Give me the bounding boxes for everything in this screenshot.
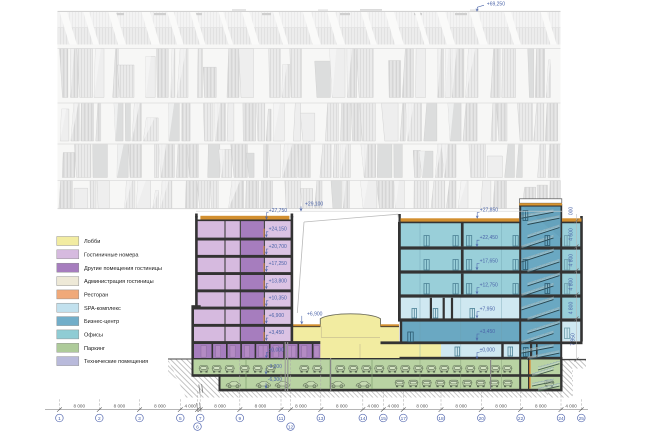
svg-text:+6,900: +6,900 [269, 313, 285, 319]
svg-text:18: 18 [438, 416, 444, 422]
svg-text:+69,250: +69,250 [487, 2, 505, 8]
svg-text:+3,450: +3,450 [480, 329, 496, 335]
svg-text:Другие помещения гостиницы: Другие помещения гостиницы [84, 266, 162, 272]
svg-text:25: 25 [579, 416, 585, 422]
svg-text:22: 22 [518, 416, 524, 422]
svg-text:1: 1 [58, 416, 61, 422]
svg-text:+13,800: +13,800 [269, 278, 287, 284]
svg-text:13: 13 [318, 416, 324, 422]
svg-text:±0,000: ±0,000 [269, 347, 284, 353]
svg-text:Ресторан: Ресторан [84, 293, 108, 299]
svg-text:11: 11 [279, 416, 284, 422]
svg-text:7: 7 [199, 416, 202, 422]
svg-text:+22,450: +22,450 [480, 235, 498, 241]
svg-text:+12,750: +12,750 [480, 282, 498, 288]
svg-text:8 000: 8 000 [416, 403, 428, 408]
svg-text:15: 15 [381, 416, 387, 422]
svg-text:4 800: 4 800 [569, 278, 575, 291]
svg-text:4 000: 4 000 [388, 403, 400, 408]
svg-text:12: 12 [288, 425, 294, 431]
svg-text:8 000: 8 000 [295, 403, 307, 408]
svg-text:8 000: 8 000 [495, 403, 507, 408]
svg-text:4 000: 4 000 [565, 403, 577, 408]
svg-text:±0,000: ±0,000 [480, 347, 495, 353]
svg-text:-6,300: -6,300 [268, 377, 282, 383]
svg-text:4 000: 4 000 [184, 403, 196, 408]
svg-text:5: 5 [179, 416, 182, 422]
svg-text:2: 2 [98, 416, 101, 422]
svg-text:17: 17 [401, 416, 407, 422]
svg-text:8 000: 8 000 [74, 403, 86, 408]
svg-text:+29,100: +29,100 [305, 202, 323, 208]
svg-text:000: 000 [569, 207, 575, 216]
svg-text:Офисы: Офисы [84, 333, 103, 339]
svg-text:7 950: 7 950 [571, 333, 577, 346]
svg-text:+3,450: +3,450 [269, 330, 285, 336]
svg-text:-3,300: -3,300 [268, 364, 282, 370]
svg-text:4 800: 4 800 [569, 254, 575, 267]
svg-text:14: 14 [360, 416, 366, 422]
svg-text:4 000: 4 000 [367, 403, 379, 408]
svg-text:24: 24 [558, 416, 564, 422]
svg-text:8 000: 8 000 [455, 403, 467, 408]
svg-text:8 000: 8 000 [535, 403, 547, 408]
svg-text:8 000: 8 000 [336, 403, 348, 408]
svg-text:8 000: 8 000 [114, 403, 126, 408]
svg-text:8 000: 8 000 [214, 403, 226, 408]
svg-text:6: 6 [196, 425, 199, 431]
svg-text:+27,750: +27,750 [269, 208, 287, 214]
svg-text:SPA-комплекс: SPA-комплекс [84, 306, 121, 312]
svg-text:+7,950: +7,950 [480, 306, 496, 312]
svg-text:+17,650: +17,650 [480, 258, 498, 264]
svg-text:Бизнес-центр: Бизнес-центр [84, 319, 119, 325]
svg-text:+17,250: +17,250 [269, 261, 287, 267]
svg-text:+10,350: +10,350 [269, 296, 287, 302]
svg-text:20: 20 [479, 416, 485, 422]
svg-text:+27,850: +27,850 [480, 207, 498, 213]
svg-text:Технические помещения: Технические помещения [84, 359, 148, 365]
svg-text:Гостиничные номера: Гостиничные номера [84, 252, 139, 258]
svg-text:9: 9 [238, 416, 241, 422]
svg-text:8 000: 8 000 [255, 403, 267, 408]
svg-text:+24,150: +24,150 [269, 227, 287, 233]
svg-text:Лобби: Лобби [84, 239, 100, 245]
svg-text:Администрация гостиницы: Администрация гостиницы [84, 279, 154, 285]
svg-text:4 600: 4 600 [569, 228, 575, 241]
svg-text:4 800: 4 800 [569, 302, 575, 315]
svg-text:+20,700: +20,700 [269, 244, 287, 250]
svg-text:8 000: 8 000 [154, 403, 166, 408]
svg-text:Паркинг: Паркинг [84, 346, 105, 352]
svg-text:3: 3 [138, 416, 141, 422]
svg-text:+6,900: +6,900 [307, 312, 323, 318]
